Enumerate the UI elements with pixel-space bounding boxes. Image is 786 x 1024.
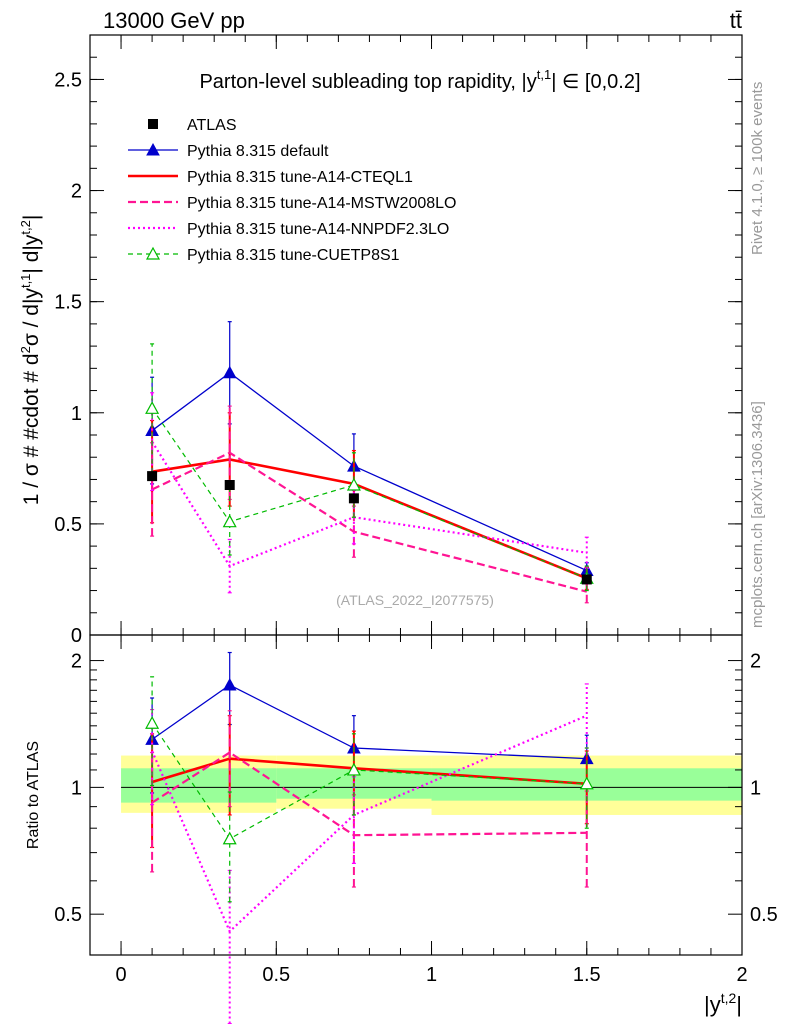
legend-marker-pythia-8-315-tune-cuetp8s1 [145,246,161,260]
legend-label-pythia-8-315-default: Pythia 8.315 default [187,143,329,160]
main-title: Parton-level subleading top rapidity, |y… [199,67,640,93]
ratio-ytick-label-right-0: 0.5 [750,904,778,926]
main-line-pythia-8-315-default [151,371,588,572]
ratio-point-pythia-8-315-tune-cuetp8s1-2 [346,762,361,776]
main-plot [145,321,594,604]
main-data-point-2 [348,493,359,504]
ratio-frame [89,634,743,956]
legend-marker-pythia-8-315-default [146,142,160,156]
ratio-xtick-label-0: 0 [115,964,126,986]
main-line-pythia-8-315-tune-cuetp8s1 [151,407,587,579]
main-point-pythia-8-315-tune-cuetp8s1-2 [346,477,361,491]
ratio-point-pythia-8-315-default-1 [222,677,237,691]
ratio-panel: 0.5 0.5 1 1 2 2 0 0.5 1 1.5 2 Ratio to ATLAS |yt,2… [25,634,778,1024]
main-ytick-label-3: 1.5 [54,292,82,314]
main-ytick-label-4: 2 [71,181,82,203]
energy-label: 13000 GeV pp [103,8,245,33]
mcplots-label: mcplots.cern.ch [arXiv:1306.3436] [749,401,766,628]
ratio-point-pythia-8-315-tune-cuetp8s1-0 [145,715,160,729]
watermark: (ATLAS_2022_I2077575) [336,592,494,608]
legend-label-pythia-8-315-tune-cuetp8s1: Pythia 8.315 tune-CUETP8S1 [187,247,400,264]
ratio-ytick-label-1: 1 [71,777,82,799]
main-panel: 0 0.5 1 1.5 2 2.5 Parton-level subleading top… [18,34,743,647]
legend: ATLAS Pythia 8.315 default Pythia 8.315 tu… [128,117,456,264]
ratio-ytick-label-right-2: 2 [750,651,761,673]
ratio-xtick-label-2: 1 [426,964,437,986]
main-y-axis-label: 1 / σ # #cdot # d2σ / d|yt,1| d|yt,2| [18,215,43,506]
main-ytick-label-0: 0 [71,625,82,647]
legend-marker-atlas [148,119,158,129]
legend-label-pythia-8-315-tune-a14-mstw2008lo: Pythia 8.315 tune-A14-MSTW2008LO [187,195,456,212]
process-label: tt̄ [730,8,742,33]
ratio-ytick-label-2: 2 [71,651,82,673]
main-data-point-1 [224,480,235,490]
ratio-xtick-label-1: 0.5 [262,964,290,986]
ratio-y-axis-label: Ratio to ATLAS [25,741,42,849]
legend-label-pythia-8-315-tune-a14-cteql1: Pythia 8.315 tune-A14-CTEQL1 [187,169,413,186]
main-line-pythia-8-315-tune-a14-mstw2008lo [151,451,588,593]
rivet-label: Rivet 4.1.0, ≥ 100k events [749,82,766,255]
ratio-line-pythia-8-315-tune-cuetp8s1 [151,722,587,840]
legend-label-atlas: ATLAS [187,117,237,134]
main-ytick-label-2: 1 [71,403,82,425]
main-point-pythia-8-315-tune-cuetp8s1-1 [222,514,237,528]
main-point-pythia-8-315-default-1 [222,365,237,379]
main-data-point-0 [147,471,158,482]
ratio-ytick-label-0: 0.5 [54,904,82,926]
main-point-pythia-8-315-tune-cuetp8s1-0 [145,401,160,414]
ratio-line-pythia-8-315-default [151,684,587,760]
main-ytick-label-1: 0.5 [54,514,82,536]
main-data-point-3 [581,574,592,585]
ratio-xtick-label-4: 2 [736,964,747,986]
legend-label-pythia-8-315-tune-a14-nnpdf2-3lo: Pythia 8.315 tune-A14-NNPDF2.3LO [187,221,449,238]
x-axis-label: |yt,2| [704,990,742,1017]
ratio-line-pythia-8-315-tune-a14-cteql1 [151,757,587,786]
ratio-xtick-label-3: 1.5 [573,964,601,986]
main-ytick-label-5: 2.5 [54,69,82,91]
ratio-point-pythia-8-315-tune-cuetp8s1-3 [579,776,594,790]
ratio-plot [121,651,742,1024]
ratio-ytick-label-right-1: 1 [750,777,761,799]
ratio-line-pythia-8-315-tune-a14-nnpdf2-3lo [151,714,588,934]
ratio-point-pythia-8-315-tune-cuetp8s1-1 [222,831,237,845]
ratio-axes: 0.5 0.5 1 1 2 2 0 0.5 1 1.5 2 [54,635,778,986]
main-line-pythia-8-315-tune-a14-cteql1 [151,458,588,580]
ratio-band-green-0 [121,768,277,803]
